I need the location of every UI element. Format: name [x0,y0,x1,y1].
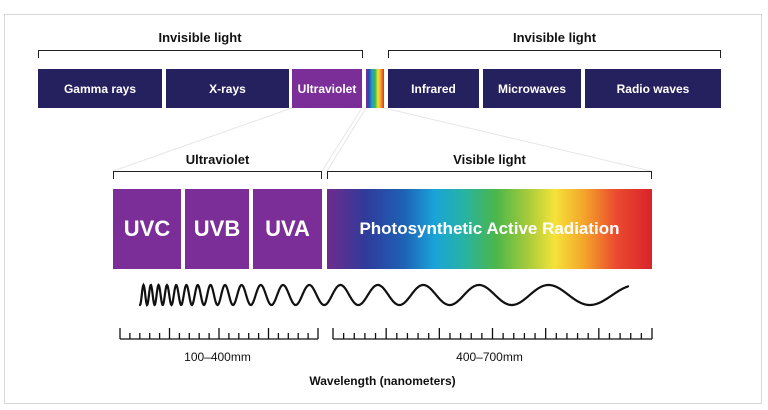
band-visible-rainbow [366,69,384,108]
band-x-rays: X-rays [166,69,289,108]
invisible-light-left-bracket [38,50,363,58]
uvc-box: UVC [113,189,181,269]
band-microwaves: Microwaves [483,69,581,108]
wavelength-ruler [119,328,653,340]
ultraviolet-detail-bracket [113,171,322,179]
zoom-projection-lines [112,107,652,172]
invisible-light-left-label: Invisible light [158,30,242,45]
wavelength-axis-title: Wavelength (nanometers) [309,374,456,388]
visible-range-label: 400–700mm [456,350,523,364]
visible-light-label: Visible light [453,152,526,167]
visible-light-bracket [327,171,652,179]
band-infrared: Infrared [388,69,479,108]
uva-box: UVA [253,189,322,269]
band-radio-waves: Radio waves [585,69,721,108]
ultraviolet-detail-label: Ultraviolet [185,152,250,167]
uvb-box: UVB [185,189,249,269]
band-ultraviolet: Ultraviolet [292,69,362,108]
wavelength-wave [138,282,630,308]
invisible-light-right-label: Invisible light [512,30,597,45]
uv-range-label: 100–400mm [184,350,251,364]
band-gamma-rays: Gamma rays [38,69,162,108]
invisible-light-right-bracket [388,50,721,58]
photosynthetic-active-radiation-box: Photosynthetic Active Radiation [327,189,652,269]
